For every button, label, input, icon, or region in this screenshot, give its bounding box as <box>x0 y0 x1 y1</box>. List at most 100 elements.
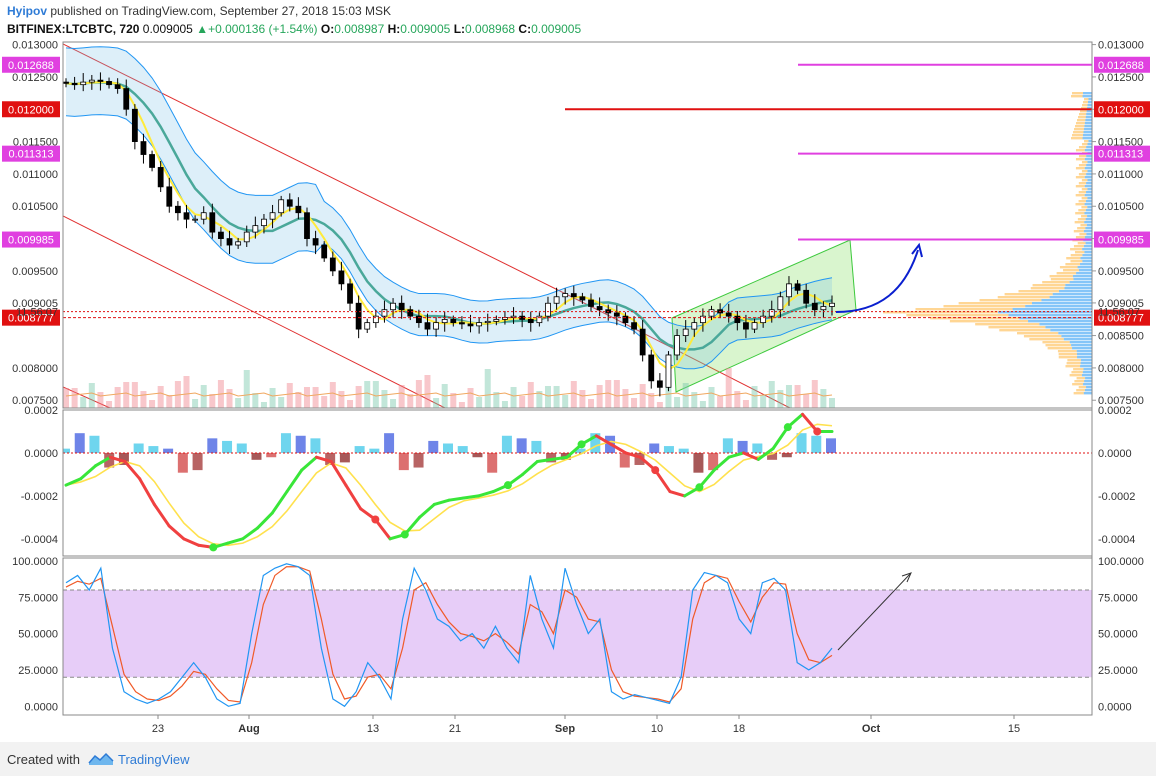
price-plot-area[interactable] <box>63 43 1092 408</box>
candle[interactable] <box>424 322 431 330</box>
candle[interactable] <box>734 315 741 324</box>
candle[interactable] <box>286 199 293 207</box>
crossover-dot[interactable] <box>209 543 218 552</box>
candle[interactable] <box>674 335 680 356</box>
candle[interactable] <box>829 302 835 307</box>
crossover-dot[interactable] <box>783 423 792 432</box>
candle[interactable] <box>329 257 336 272</box>
candle[interactable] <box>226 238 233 246</box>
crossover-dot[interactable] <box>503 481 512 490</box>
candle[interactable] <box>613 312 620 317</box>
candle[interactable] <box>768 309 775 317</box>
crossover-dot[interactable] <box>371 515 380 524</box>
candle[interactable] <box>536 315 543 324</box>
crossover-dot[interactable] <box>577 440 586 449</box>
candle[interactable] <box>321 244 328 259</box>
candle[interactable] <box>192 218 199 221</box>
candle[interactable] <box>656 380 663 388</box>
candle[interactable] <box>665 354 672 388</box>
candle[interactable] <box>166 186 173 207</box>
candle[interactable] <box>63 81 69 84</box>
candle[interactable] <box>450 319 457 324</box>
candle[interactable] <box>820 306 827 311</box>
candle[interactable] <box>760 315 767 324</box>
candle[interactable] <box>372 315 379 324</box>
candle[interactable] <box>97 79 104 82</box>
level-tag[interactable] <box>2 145 60 162</box>
candle[interactable] <box>803 289 810 304</box>
candle[interactable] <box>433 322 439 330</box>
candle[interactable] <box>588 299 594 307</box>
candle[interactable] <box>459 322 465 325</box>
candle[interactable] <box>639 328 646 356</box>
trend-line[interactable] <box>63 386 111 408</box>
level-tag[interactable] <box>2 56 60 73</box>
candle[interactable] <box>131 108 138 142</box>
candle[interactable] <box>570 293 577 298</box>
stochastic-k-line[interactable] <box>65 563 833 708</box>
candle[interactable] <box>691 322 698 330</box>
candle[interactable] <box>579 296 586 301</box>
candle[interactable] <box>381 309 388 317</box>
candle[interactable] <box>347 283 353 304</box>
candle[interactable] <box>71 82 78 86</box>
candle[interactable] <box>252 225 259 233</box>
stochastic-d-line[interactable] <box>65 566 833 703</box>
level-tag[interactable] <box>2 101 60 118</box>
level-tag[interactable] <box>1094 56 1150 73</box>
candle[interactable] <box>312 238 319 246</box>
candle[interactable] <box>811 302 818 311</box>
candle[interactable] <box>596 306 603 311</box>
candle[interactable] <box>545 302 551 317</box>
candle[interactable] <box>631 322 637 330</box>
candle[interactable] <box>295 205 302 214</box>
oscillator-plot-area[interactable] <box>60 412 1092 552</box>
candle[interactable] <box>235 241 242 246</box>
level-tag[interactable] <box>1094 309 1150 326</box>
candle[interactable] <box>725 312 732 317</box>
candle[interactable] <box>794 283 801 291</box>
candle[interactable] <box>278 199 285 214</box>
level-tag[interactable] <box>1094 145 1150 162</box>
candle[interactable] <box>467 323 474 327</box>
candle[interactable] <box>304 212 310 239</box>
trend-arrow[interactable] <box>837 573 911 651</box>
candle[interactable] <box>140 141 147 155</box>
candle[interactable] <box>218 231 224 239</box>
candle[interactable] <box>648 354 655 382</box>
chart-canvas[interactable]: 0.013000 0.013000 0.012500 0.012500 0.012000… <box>0 0 1156 742</box>
candle[interactable] <box>493 319 500 322</box>
ema-fast-line[interactable] <box>65 81 833 371</box>
candle[interactable] <box>114 84 121 89</box>
candle[interactable] <box>183 212 190 220</box>
author-name[interactable]: Hyipov <box>7 4 48 18</box>
candle[interactable] <box>174 205 181 214</box>
candle[interactable] <box>261 218 267 227</box>
crossover-dot[interactable] <box>651 466 660 475</box>
candle[interactable] <box>476 322 483 327</box>
candle[interactable] <box>484 320 491 324</box>
trend-line[interactable] <box>63 215 446 408</box>
candle[interactable] <box>338 270 345 285</box>
candle[interactable] <box>209 212 216 233</box>
candle[interactable] <box>441 319 448 324</box>
candle[interactable] <box>699 315 706 324</box>
candle[interactable] <box>622 315 629 324</box>
candle[interactable] <box>751 322 758 330</box>
candle[interactable] <box>786 283 792 298</box>
candle[interactable] <box>106 81 112 86</box>
candle[interactable] <box>398 302 405 311</box>
candle[interactable] <box>80 81 87 86</box>
level-tag[interactable] <box>2 309 60 326</box>
candle[interactable] <box>708 309 715 317</box>
candle[interactable] <box>553 296 560 304</box>
candle[interactable] <box>269 212 276 220</box>
candle[interactable] <box>355 302 362 330</box>
candle[interactable] <box>390 302 396 311</box>
candle[interactable] <box>415 315 422 324</box>
stochastic-plot-area[interactable] <box>63 563 1092 708</box>
level-tag[interactable] <box>1094 231 1150 248</box>
level-tag[interactable] <box>1094 101 1150 118</box>
candle[interactable] <box>562 293 569 298</box>
crossover-dot[interactable] <box>695 483 704 492</box>
